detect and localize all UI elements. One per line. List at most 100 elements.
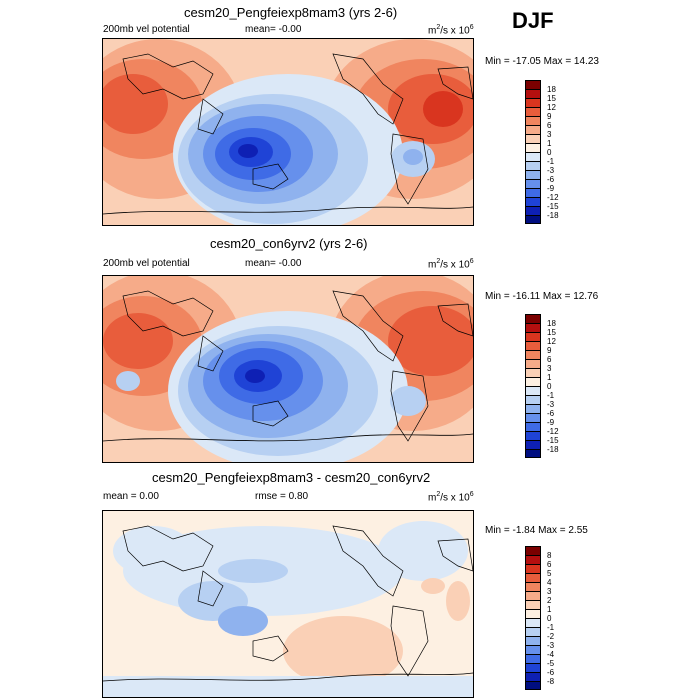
- colorbar-swatch: [525, 107, 541, 116]
- colorbar-swatch: [525, 206, 541, 215]
- colorbar-tick-label: 3: [547, 364, 552, 373]
- colorbar-swatch: [525, 80, 541, 89]
- panel-2-map: [102, 275, 474, 463]
- colorbar-tick-label: 8: [547, 551, 552, 560]
- colorbar-swatch: [525, 440, 541, 449]
- colorbar-swatch: [525, 422, 541, 431]
- colorbar-tick-label: 15: [547, 94, 556, 103]
- colorbar-swatch: [525, 116, 541, 125]
- colorbar-tick-label: -2: [547, 632, 555, 641]
- colorbar-swatch: [525, 377, 541, 386]
- colorbar-swatch: [525, 636, 541, 645]
- season-label: DJF: [512, 8, 554, 33]
- colorbar-swatch: [525, 143, 541, 152]
- panel-2-mean-label: mean= -0.00: [245, 258, 302, 269]
- colorbar-swatch: [525, 564, 541, 573]
- panel-2-map-svg: [103, 276, 473, 462]
- colorbar-swatch: [525, 134, 541, 143]
- colorbar-tick-label: -3: [547, 166, 555, 175]
- panel-3-map: [102, 510, 474, 698]
- panel-2-minmax: Min = -16.11 Max = 12.76: [485, 291, 599, 302]
- colorbar-tick-label: -1: [547, 391, 555, 400]
- panel-3-map-svg: [103, 511, 473, 697]
- colorbar-swatch: [525, 98, 541, 107]
- colorbar-tick-label: 3: [547, 587, 552, 596]
- colorbar-tick-label: 6: [547, 560, 552, 569]
- colorbar-swatch: [525, 404, 541, 413]
- colorbar-tick-label: 1: [547, 605, 552, 614]
- panel-3-rmse-label: rmse = 0.80: [255, 491, 309, 502]
- colorbar-swatch: [525, 314, 541, 323]
- panel-2-variable-label: 200mb vel potential: [103, 258, 190, 269]
- colorbar-swatch: [525, 125, 541, 134]
- colorbar-tick-label: 6: [547, 355, 552, 364]
- colorbar-swatch: [525, 431, 541, 440]
- colorbar-swatch: [525, 350, 541, 359]
- colorbar-tick-label: 1: [547, 373, 552, 382]
- colorbar-tick-label: -6: [547, 175, 555, 184]
- colorbar-swatch: [525, 681, 541, 690]
- colorbar-tick-label: -12: [547, 193, 559, 202]
- colorbar-swatch: [525, 645, 541, 654]
- colorbar-tick-label: 12: [547, 337, 556, 346]
- colorbar-swatch: [525, 672, 541, 681]
- colorbar-tick-label: -6: [547, 409, 555, 418]
- colorbar-tick-label: 5: [547, 569, 552, 578]
- colorbar-tick-label: 0: [547, 148, 552, 157]
- colorbar-tick-label: -15: [547, 436, 559, 445]
- panel-1-title: cesm20_Pengfeiexp8mam3 (yrs 2-6): [184, 5, 398, 20]
- colorbar-swatch: [525, 359, 541, 368]
- colorbar-swatch: [525, 188, 541, 197]
- panel-1-mean-label: mean= -0.00: [245, 24, 302, 35]
- panel-1-variable-label: 200mb vel potential: [103, 24, 190, 35]
- colorbar-tick-label: -4: [547, 650, 555, 659]
- colorbar-tick-label: 9: [547, 112, 552, 121]
- colorbar-tick-label: -18: [547, 211, 559, 220]
- colorbar-swatch: [525, 591, 541, 600]
- colorbar-swatch: [525, 618, 541, 627]
- colorbar-tick-label: -15: [547, 202, 559, 211]
- panel-1-map: [102, 38, 474, 226]
- colorbar-tick-label: -9: [547, 418, 555, 427]
- panel-3-mean-label: mean = 0.00: [103, 491, 159, 502]
- colorbar-swatch: [525, 582, 541, 591]
- colorbar-swatch: [525, 600, 541, 609]
- colorbar-swatch: [525, 368, 541, 377]
- colorbar-swatch: [525, 170, 541, 179]
- colorbar-tick-label: 0: [547, 382, 552, 391]
- colorbar-tick-label: -3: [547, 400, 555, 409]
- colorbar-swatch: [525, 449, 541, 458]
- colorbar-tick-label: 12: [547, 103, 556, 112]
- colorbar-tick-label: 18: [547, 319, 556, 328]
- colorbar-swatch: [525, 663, 541, 672]
- panel-1-map-svg: [103, 39, 473, 225]
- colorbar-tick-label: -12: [547, 427, 559, 436]
- panel-1-colorbar: 18 15 12 9 6 3 1 0 -1 -3 -6 -9 -12 -15 -18: [525, 80, 565, 230]
- colorbar-swatch: [525, 573, 541, 582]
- panel-2-title: cesm20_con6yrv2 (yrs 2-6): [210, 236, 368, 251]
- colorbar-swatch: [525, 152, 541, 161]
- colorbar-tick-label: -3: [547, 641, 555, 650]
- colorbar-tick-label: 4: [547, 578, 552, 587]
- colorbar-swatch: [525, 555, 541, 564]
- colorbar-swatch: [525, 161, 541, 170]
- colorbar-swatch: [525, 197, 541, 206]
- colorbar-tick-label: 15: [547, 328, 556, 337]
- panel-2-colorbar: 18 15 12 9 6 3 1 0 -1 -3 -6 -9 -12 -15 -18: [525, 314, 565, 464]
- panel-3-units: m2/s x 106: [428, 491, 474, 504]
- colorbar-swatch: [525, 546, 541, 555]
- panel-2-units: m2/s x 106: [428, 258, 474, 271]
- colorbar-swatch: [525, 215, 541, 224]
- colorbar-tick-label: 6: [547, 121, 552, 130]
- colorbar-swatch: [525, 395, 541, 404]
- colorbar-swatch: [525, 654, 541, 663]
- colorbar-tick-label: 2: [547, 596, 552, 605]
- colorbar-tick-label: 1: [547, 139, 552, 148]
- colorbar-swatch: [525, 627, 541, 636]
- colorbar-swatch: [525, 413, 541, 422]
- colorbar-swatch: [525, 332, 541, 341]
- colorbar-swatch: [525, 386, 541, 395]
- panel-3-minmax: Min = -1.84 Max = 2.55: [485, 525, 588, 536]
- colorbar-tick-label: 18: [547, 85, 556, 94]
- panel-3-colorbar: 8 6 5 4 3 2 1 0 -1 -2 -3 -4 -5 -6 -8: [525, 546, 565, 696]
